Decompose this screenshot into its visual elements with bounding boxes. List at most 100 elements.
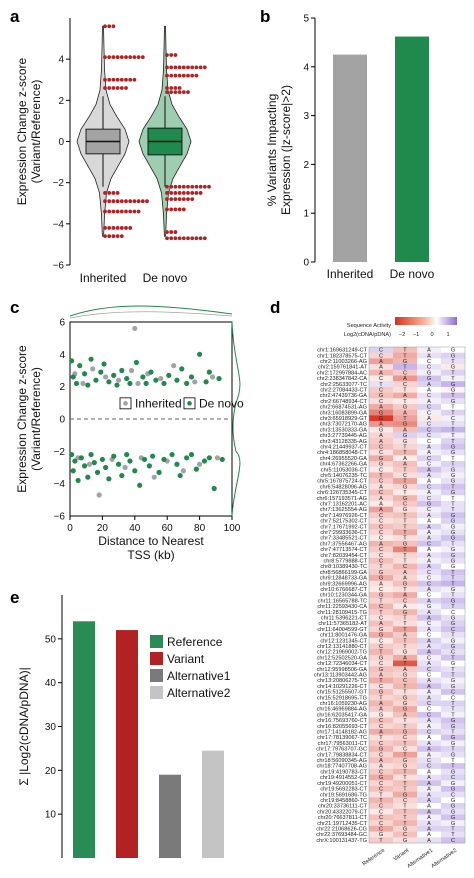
heatmap-cell-base: T — [379, 735, 383, 741]
heatmap-cell — [441, 409, 465, 416]
heatmap-cell-base: A — [427, 787, 431, 793]
outlier-point — [190, 73, 195, 78]
heatmap-cell-base: A — [379, 501, 383, 507]
heatmap-cell-base: A — [427, 838, 431, 844]
heatmap-cell — [441, 751, 465, 758]
heatmap-row-label: chr19:5691686-TG — [320, 792, 367, 798]
heatmap-cell-base: C — [379, 826, 383, 832]
outlier-point — [181, 73, 186, 78]
heatmap-cell — [369, 535, 393, 542]
heatmap-cell — [393, 455, 417, 462]
outlier-point — [198, 65, 203, 70]
heatmap-cell-base: T — [379, 798, 383, 804]
heatmap-cell-base: A — [427, 444, 431, 450]
heatmap-cell — [417, 347, 441, 354]
scatter-point-de-novo — [111, 453, 117, 459]
x-tick-label: 100 — [224, 523, 241, 534]
heatmap-cell-base: T — [403, 467, 407, 473]
heatmap-cell-base: C — [451, 775, 455, 781]
heatmap-row-label: chr8:56866199-GA — [320, 570, 368, 576]
heatmap-cell — [417, 455, 441, 462]
legend-label: Variant — [167, 652, 205, 666]
heatmap-row-label: chr12:72346034-CT — [317, 661, 367, 667]
heatmap-cell — [369, 415, 393, 422]
scatter-point-de-novo — [69, 451, 75, 458]
heatmap-cell-base: G — [403, 758, 407, 764]
heatmap-cell — [441, 540, 465, 547]
heatmap-cell — [393, 717, 417, 724]
heatmap-cell — [369, 757, 393, 764]
outlier-point — [128, 77, 133, 82]
heatmap-cell — [441, 438, 465, 445]
outlier-point — [186, 184, 190, 189]
heatmap-cell-base: T — [379, 564, 383, 570]
heatmap-cell — [393, 546, 417, 553]
heatmap-cell — [417, 563, 441, 570]
heatmap-cell — [369, 643, 393, 650]
heatmap-cell — [369, 563, 393, 570]
heatmap-cell — [417, 398, 441, 405]
heatmap-cell — [441, 421, 465, 428]
heatmap-cell-base: A — [379, 370, 383, 376]
y-tick-label: 4 — [58, 55, 64, 66]
heatmap-cell-base: T — [403, 644, 407, 650]
heatmap-cell — [369, 723, 393, 730]
heatmap-cell-base: A — [379, 439, 383, 445]
heatmap-cell — [369, 706, 393, 713]
heatmap-cell-base: T — [403, 775, 407, 781]
heatmap-cell — [441, 728, 465, 735]
heatmap-cell-base: G — [451, 815, 455, 821]
outlier-point — [165, 65, 169, 70]
heatmap-cell — [393, 728, 417, 735]
scatter-point-de-novo — [114, 382, 120, 388]
heatmap-cell-base: C — [427, 712, 431, 718]
scatter-point-de-novo — [174, 461, 180, 467]
outlier-point — [198, 184, 203, 189]
heatmap-cell — [417, 540, 441, 547]
heatmap-cell — [417, 506, 441, 513]
heatmap-cell — [417, 569, 441, 576]
heatmap-cell-base: C — [379, 519, 383, 525]
heatmap-row-label: chr7:52175302-CT — [320, 519, 367, 525]
heatmap-cell-base: G — [451, 530, 455, 536]
outlier-point — [165, 184, 169, 189]
heatmap-cell — [441, 523, 465, 530]
x-tick-label: 80 — [194, 523, 206, 534]
heatmap-cell-base: G — [451, 399, 455, 405]
heatmap-cell-base: A — [403, 427, 407, 433]
heatmap-cell-base: A — [427, 804, 431, 810]
heatmap-cell — [369, 728, 393, 735]
heatmap-cell — [417, 421, 441, 428]
heatmap-cell — [393, 706, 417, 713]
heatmap-cell-base: C — [427, 456, 431, 462]
heatmap-cell-base: G — [451, 450, 455, 456]
heatmap-cell-base: A — [427, 559, 431, 565]
outlier-point — [202, 236, 207, 241]
heatmap-row-label: chr21:19712435-CT — [317, 821, 367, 827]
heatmap-cell — [369, 518, 393, 525]
outlier-point — [103, 226, 107, 230]
heatmap-cell-base: T — [403, 769, 407, 775]
heatmap-cell — [441, 375, 465, 382]
scatter-point-de-novo — [206, 369, 212, 375]
heatmap-cell — [393, 614, 417, 621]
heatmap-cell-base: C — [451, 650, 455, 656]
colorbar-tick: −2 — [399, 332, 405, 338]
heatmap-cell-base: A — [427, 832, 431, 838]
heatmap-cell-base: A — [427, 348, 431, 354]
scatter-point-inherited — [128, 367, 135, 374]
heatmap-cell — [441, 660, 465, 667]
heatmap-cell — [393, 797, 417, 804]
heatmap-cell — [441, 489, 465, 496]
outlier-point — [107, 24, 112, 29]
heatmap-cell-base: C — [379, 604, 383, 610]
outlier-point — [169, 90, 174, 94]
legend-swatch — [150, 635, 163, 648]
heatmap-cell — [393, 597, 417, 604]
heatmap-cell-base: G — [451, 718, 455, 724]
outlier-point — [107, 77, 112, 82]
y-tick-label: 1 — [303, 209, 309, 220]
heatmap-cell-base: T — [403, 809, 407, 815]
heatmap-cell-base: T — [403, 536, 407, 542]
heatmap-cell — [417, 586, 441, 593]
